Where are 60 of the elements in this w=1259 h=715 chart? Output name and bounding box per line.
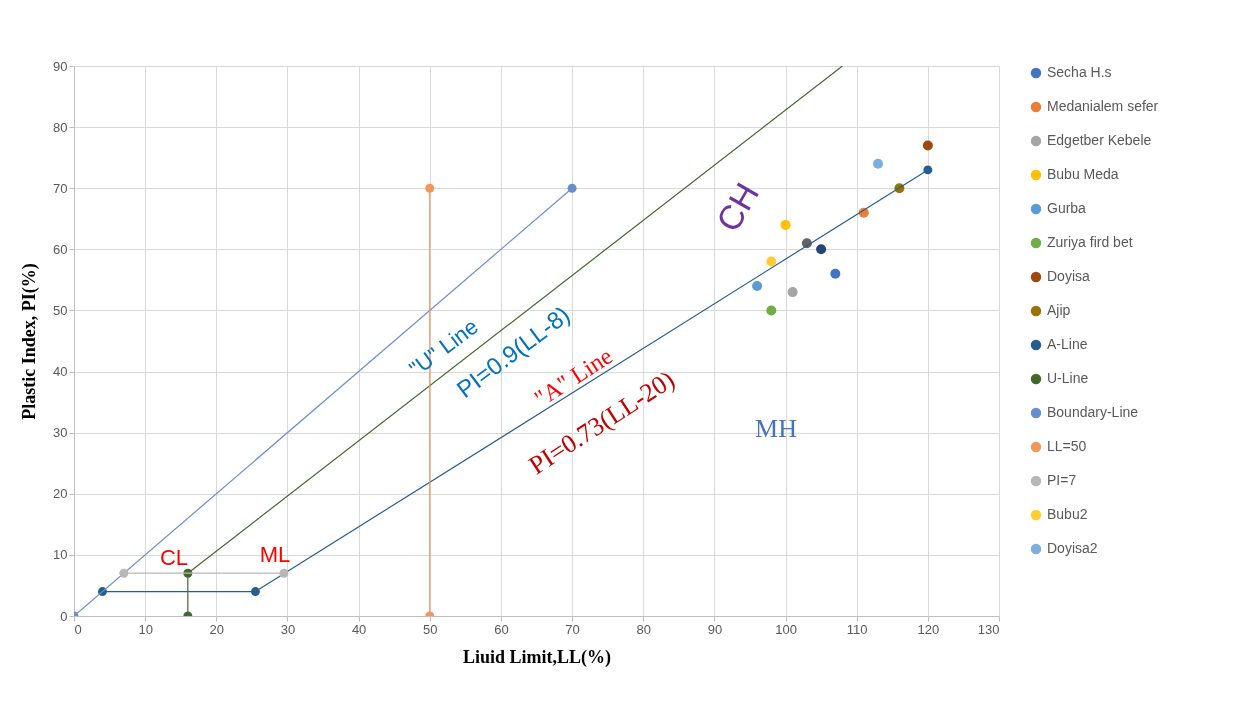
- point: [873, 158, 884, 169]
- point: [766, 256, 777, 267]
- legend-label: Ajip: [1047, 302, 1071, 318]
- x-tick-label: 60: [494, 621, 509, 637]
- legend-label: Bubu2: [1047, 506, 1088, 522]
- point: [752, 281, 763, 291]
- legend-label: Edgetber Kebele: [1047, 132, 1152, 148]
- point: [830, 268, 841, 279]
- legend-label: Secha H.s: [1047, 64, 1112, 80]
- point: [780, 219, 791, 230]
- y-tick-label: 30: [53, 425, 68, 441]
- legend-label: Bubu Meda: [1047, 166, 1119, 182]
- y-tick-label: 70: [53, 180, 68, 196]
- y-axis-title: Plastic Index, PI(%): [19, 263, 41, 420]
- legend-label: Medanialem sefer: [1047, 98, 1159, 114]
- legend-label: LL=50: [1047, 438, 1087, 454]
- legend-label: Gurba: [1047, 200, 1087, 216]
- legend-label: U-Line: [1047, 370, 1089, 386]
- y-tick-label: 60: [53, 241, 68, 257]
- legend-label: Boundary-Line: [1047, 404, 1139, 420]
- point: [787, 287, 798, 298]
- x-tick-label: 70: [565, 621, 580, 637]
- y-tick-label: 10: [53, 547, 68, 563]
- annotation: CH: [708, 176, 766, 238]
- x-tick-label: 50: [423, 621, 438, 637]
- legend-label: Doyisa: [1047, 268, 1091, 284]
- y-tick-label: 0: [60, 608, 68, 624]
- x-tick-label: 40: [351, 621, 367, 637]
- x-tick-label: 130: [977, 621, 1000, 637]
- x-tick-label: 0: [74, 621, 82, 637]
- point: [425, 183, 435, 193]
- point: [119, 568, 129, 578]
- annotation: ML: [259, 542, 291, 567]
- point: [922, 140, 933, 151]
- x-tick-label: 80: [636, 621, 651, 637]
- point: [250, 587, 260, 597]
- y-tick-label: 50: [53, 302, 68, 318]
- y-tick-label: 90: [53, 58, 68, 74]
- x-axis-title: Liuid Limit,LL(%): [462, 646, 612, 668]
- point: [816, 244, 827, 255]
- y-tick-label: 80: [53, 119, 68, 135]
- legend-label: Doyisa2: [1047, 540, 1098, 556]
- x-tick-label: 90: [707, 621, 723, 637]
- annotation: MH: [755, 414, 798, 443]
- x-tick-label: 100: [775, 621, 797, 637]
- x-tick-label: 30: [280, 621, 296, 637]
- legend-label: PI=7: [1047, 472, 1077, 488]
- y-tick-label: 20: [53, 486, 68, 502]
- annotation: CL: [159, 545, 189, 570]
- point: [923, 165, 933, 175]
- x-tick-label: 20: [209, 621, 225, 637]
- x-tick-label: 110: [846, 621, 868, 637]
- point: [567, 183, 577, 193]
- legend-label: Zuriya fird bet: [1047, 234, 1133, 250]
- point: [279, 568, 289, 578]
- legend-label: A-Line: [1047, 336, 1088, 352]
- point: [766, 305, 777, 316]
- y-tick-label: 40: [53, 364, 68, 380]
- x-tick-label: 10: [138, 621, 153, 637]
- x-tick-label: 120: [917, 621, 940, 637]
